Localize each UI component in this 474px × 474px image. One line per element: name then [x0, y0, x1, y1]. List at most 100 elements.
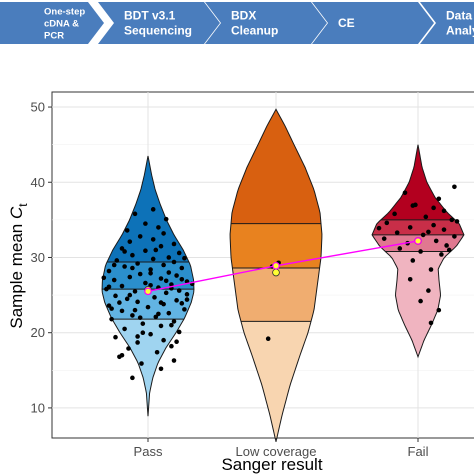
data-point	[184, 297, 190, 302]
data-point	[426, 229, 431, 235]
data-point	[410, 258, 416, 263]
workflow-step-arrow	[205, 2, 327, 44]
data-point	[137, 271, 143, 277]
workflow-step: DataAnalysis	[420, 2, 474, 44]
data-point	[428, 267, 434, 272]
data-point	[130, 252, 135, 258]
workflow-step-label: Data	[446, 9, 472, 23]
workflow-step-label: BDT v3.1	[124, 9, 176, 23]
data-point	[158, 300, 164, 305]
data-point	[127, 274, 133, 280]
data-point	[119, 352, 125, 358]
y-axis-title-subscript: t	[16, 203, 30, 207]
data-point	[431, 222, 436, 228]
data-point	[452, 184, 457, 190]
data-point	[384, 220, 390, 226]
data-point	[143, 221, 148, 226]
data-point	[152, 295, 157, 300]
data-point	[106, 268, 112, 274]
data-point	[174, 298, 179, 303]
data-point	[132, 289, 138, 294]
data-point	[158, 366, 164, 372]
data-point	[148, 331, 153, 337]
data-point	[156, 225, 161, 230]
mean-marker	[144, 287, 152, 296]
data-point	[171, 358, 177, 363]
data-point	[109, 316, 114, 322]
data-point	[169, 282, 174, 287]
violin-segment	[241, 321, 311, 442]
data-point	[439, 252, 444, 257]
data-point	[265, 336, 271, 342]
workflow-step-label: cDNA &	[44, 18, 79, 29]
x-tick-label: Low coverage	[236, 444, 317, 459]
data-point	[418, 298, 423, 304]
data-point	[148, 270, 153, 276]
data-point	[137, 234, 143, 239]
summary-marker	[272, 268, 280, 277]
violin-segment	[385, 251, 451, 357]
data-point	[132, 307, 138, 313]
data-point	[176, 250, 182, 256]
x-axis-ticks: Pass Low coverage Fail	[134, 438, 429, 459]
violin-outline	[229, 108, 323, 442]
mean-marker	[272, 261, 280, 270]
data-point	[171, 241, 177, 247]
data-point	[137, 315, 143, 320]
workflow-step-label: PCR	[44, 30, 64, 41]
workflow-step-arrow	[98, 2, 220, 44]
data-point	[179, 276, 185, 282]
workflow-step-label: CE	[338, 16, 355, 30]
data-point	[161, 231, 166, 236]
workflow-step-label: Analysis	[446, 24, 474, 38]
data-point	[158, 323, 164, 329]
workflow-step-label: Sequencing	[124, 24, 192, 38]
data-point	[397, 246, 403, 251]
data-point	[176, 329, 182, 335]
data-point	[163, 290, 169, 296]
violin-outline	[101, 155, 195, 417]
violin-segment	[232, 268, 320, 322]
data-point	[106, 284, 112, 290]
data-point	[122, 249, 127, 254]
x-tick-label: Fail	[408, 444, 429, 459]
y-tick-label: 50	[31, 100, 45, 115]
data-point	[426, 288, 431, 293]
mean-marker	[414, 237, 422, 245]
y-tick-label: 40	[31, 175, 45, 190]
data-point	[122, 264, 127, 269]
violin-segment	[102, 289, 194, 320]
data-point	[446, 247, 452, 253]
data-point	[101, 275, 107, 281]
data-point	[182, 255, 187, 261]
data-point	[163, 216, 169, 222]
data-point	[135, 299, 140, 305]
violin-segment	[372, 219, 464, 235]
data-point	[433, 238, 439, 244]
data-point	[452, 234, 457, 239]
data-point	[179, 265, 185, 271]
data-point	[158, 276, 164, 281]
data-point	[392, 211, 397, 217]
y-axis-title-main: Sample mean	[7, 219, 26, 329]
data-point	[428, 320, 434, 326]
data-point	[444, 243, 449, 248]
data-point	[156, 311, 161, 317]
data-point	[454, 219, 460, 224]
violin-segment	[380, 144, 456, 220]
data-point	[166, 255, 172, 260]
x-axis-title: Sanger result	[221, 455, 322, 474]
y-axis-ticks: 10 20 30 40 50	[31, 100, 52, 415]
violin-1	[229, 108, 323, 442]
violin-segment	[231, 109, 321, 224]
data-point	[169, 322, 174, 328]
data-point	[124, 228, 130, 233]
data-point	[413, 202, 418, 208]
data-point	[122, 326, 127, 332]
data-point	[182, 307, 187, 312]
data-point	[130, 313, 135, 318]
data-point	[376, 225, 382, 231]
data-point	[163, 278, 169, 284]
